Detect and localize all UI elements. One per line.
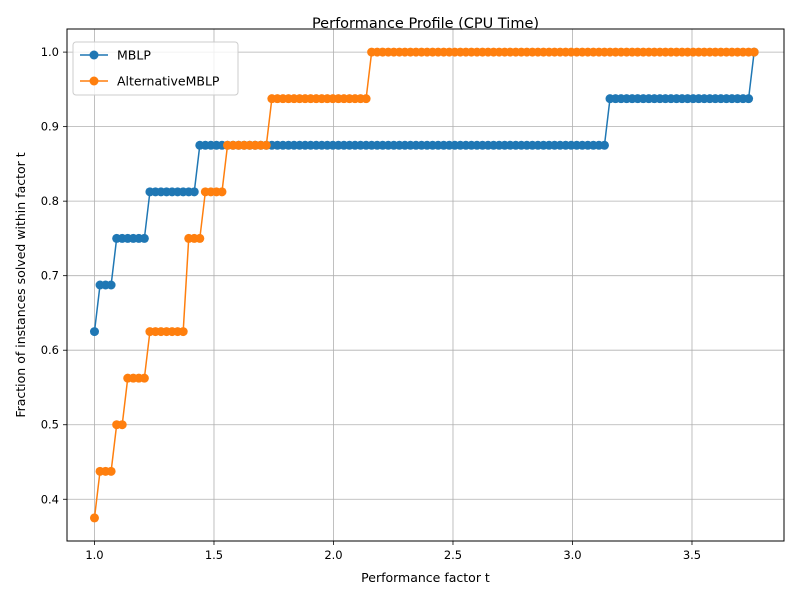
y-tick-label: 0.4 [41,492,59,506]
legend-marker-alternativemblp [90,77,99,86]
data-point-mblp [90,327,99,336]
data-point-alternativemblp [195,234,204,243]
data-point-mblp [600,141,609,150]
data-point-alternativemblp [90,513,99,522]
y-tick-label: 1.0 [41,45,59,59]
data-point-mblp [107,281,116,290]
y-tick-label: 0.9 [41,120,59,134]
data-point-alternativemblp [140,374,149,383]
x-tick-label: 1.0 [85,548,103,562]
data-point-alternativemblp [217,187,226,196]
y-tick-label: 0.7 [41,269,59,283]
x-tick-label: 2.0 [324,548,342,562]
x-axis-label: Performance factor t [361,570,490,585]
legend-marker-mblp [90,51,99,60]
data-point-mblp [744,94,753,103]
legend-label-mblp: MBLP [117,48,151,63]
legend: MBLP AlternativeMBLP [73,42,238,95]
x-tick-label: 3.0 [563,548,581,562]
data-point-alternativemblp [179,327,188,336]
y-tick-label: 0.8 [41,194,59,208]
data-point-mblp [190,187,199,196]
y-tick-label: 0.5 [41,418,59,432]
x-tick-label: 2.5 [444,548,462,562]
y-axis-label: Fraction of instances solved within fact… [13,152,28,417]
data-point-alternativemblp [750,48,759,57]
y-tick-label: 0.6 [41,343,59,357]
x-tick-label: 1.5 [205,548,223,562]
data-point-mblp [140,234,149,243]
data-point-alternativemblp [107,467,116,476]
data-point-alternativemblp [262,141,271,150]
data-point-alternativemblp [118,420,127,429]
x-tick-label: 3.5 [683,548,701,562]
chart-title: Performance Profile (CPU Time) [312,16,539,32]
legend-label-alternativemblp: AlternativeMBLP [117,74,220,89]
data-point-alternativemblp [362,94,371,103]
